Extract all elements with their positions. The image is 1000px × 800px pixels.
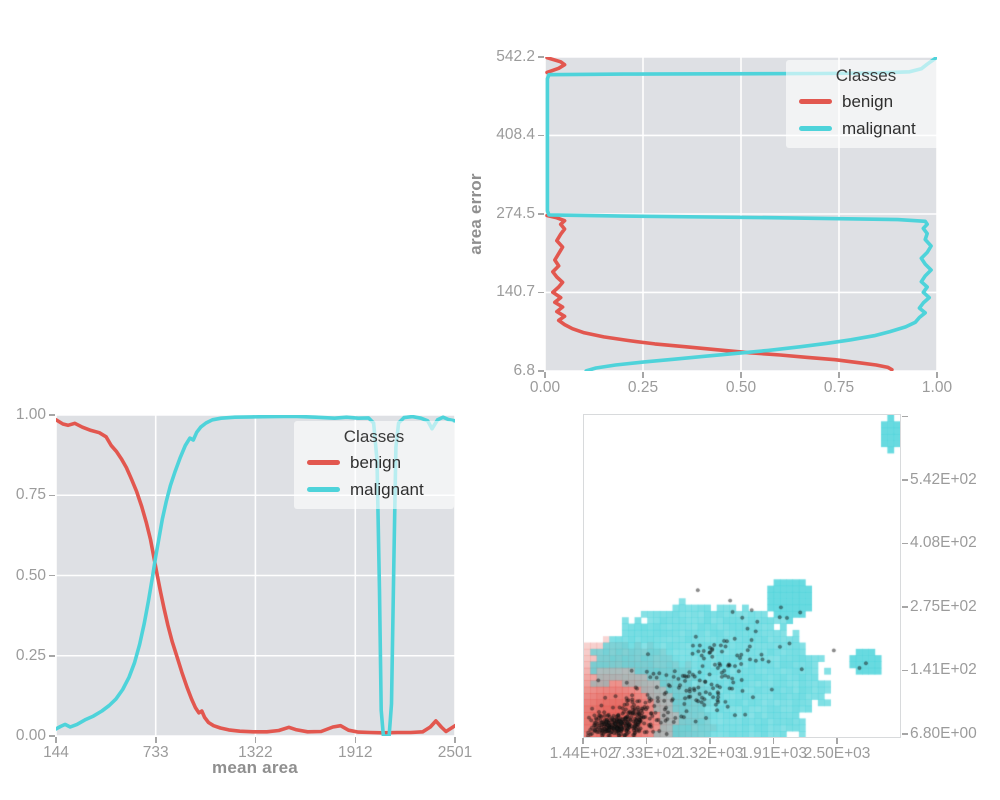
tick-mark bbox=[354, 737, 357, 743]
tick-mark bbox=[544, 372, 546, 378]
benign-line-swatch bbox=[307, 460, 340, 465]
tick-label: 408.4 bbox=[496, 126, 535, 144]
tick-label: 7.33E+02 bbox=[613, 745, 680, 762]
tick-mark bbox=[902, 669, 908, 672]
legend-item-benign: benign bbox=[786, 88, 946, 115]
tick-label: 0.25 bbox=[627, 379, 659, 396]
tick-label: 1.32E+03 bbox=[676, 745, 744, 762]
tick-mark bbox=[772, 738, 775, 744]
tick-label: 0.00 bbox=[529, 379, 561, 396]
tick-label: 140.7 bbox=[496, 283, 535, 301]
benign-curve bbox=[545, 213, 894, 371]
legend-title: Classes bbox=[835, 66, 897, 85]
tick-mark bbox=[49, 655, 55, 657]
tick-label: 1322 bbox=[238, 744, 273, 761]
tick-label: 0.75 bbox=[15, 486, 46, 504]
tick-label: 5.42E+02 bbox=[910, 470, 977, 488]
tick-label: 4.08E+02 bbox=[910, 534, 977, 552]
tick-label: 0.25 bbox=[15, 646, 46, 664]
tick-mark bbox=[902, 733, 908, 735]
tick-label: 2.50E+03 bbox=[803, 745, 871, 762]
tick-mark bbox=[838, 372, 840, 378]
tick-mark bbox=[902, 415, 908, 418]
tick-label: 1.00 bbox=[15, 406, 46, 423]
legend-classes: Classes benign malignant bbox=[786, 60, 946, 148]
tick-mark bbox=[155, 737, 157, 743]
benign-curve bbox=[545, 57, 567, 75]
tick-mark bbox=[538, 291, 544, 294]
tick-label: 1.41E+02 bbox=[910, 661, 977, 679]
legend-item-malignant: malignant bbox=[294, 476, 454, 503]
legend-label-malignant: malignant bbox=[350, 479, 424, 499]
tick-mark bbox=[49, 494, 55, 497]
tick-mark bbox=[254, 737, 257, 743]
tick-mark bbox=[740, 372, 742, 378]
tick-label: 0.50 bbox=[15, 566, 46, 584]
tick-mark bbox=[538, 134, 544, 137]
malignant-line-swatch bbox=[799, 126, 832, 131]
tick-mark bbox=[49, 414, 55, 416]
tick-label: 1.44E+02 bbox=[549, 745, 617, 762]
legend-label-benign: benign bbox=[350, 452, 402, 472]
tick-mark bbox=[582, 738, 584, 744]
legend-label-benign: benign bbox=[842, 91, 894, 111]
tick-mark bbox=[902, 542, 908, 545]
tick-mark bbox=[936, 372, 938, 378]
tick-label: 1912 bbox=[338, 744, 373, 761]
tick-label: 2.75E+02 bbox=[910, 597, 977, 615]
legend-label-malignant: malignant bbox=[842, 118, 916, 138]
tick-label: 6.80E+00 bbox=[910, 725, 977, 742]
tick-label: 733 bbox=[142, 744, 169, 761]
tick-label: 6.8 bbox=[513, 362, 535, 379]
tick-label: 0.50 bbox=[725, 379, 757, 396]
benign-curve bbox=[56, 418, 455, 735]
tick-mark bbox=[902, 606, 908, 608]
benign-line-swatch bbox=[799, 99, 832, 104]
tick-mark bbox=[836, 738, 838, 744]
tick-label: 274.5 bbox=[496, 205, 535, 222]
mean-area-axis-title: mean area bbox=[212, 758, 298, 777]
tick-mark bbox=[645, 738, 648, 744]
scatter-panel-frame bbox=[583, 414, 901, 738]
legend-item-malignant: malignant bbox=[786, 115, 946, 142]
tick-label: 2501 bbox=[437, 744, 473, 761]
tick-label: 1.00 bbox=[921, 379, 953, 396]
tick-mark bbox=[642, 372, 644, 378]
tick-mark bbox=[454, 737, 456, 743]
legend-item-benign: benign bbox=[294, 449, 454, 476]
tick-mark bbox=[538, 213, 544, 215]
legend-classes: Classes benign malignant bbox=[294, 421, 454, 509]
malignant-line-swatch bbox=[307, 487, 340, 492]
tick-mark bbox=[49, 735, 55, 737]
scatter-decision-canvas bbox=[584, 415, 900, 737]
malignant-curve bbox=[545, 57, 937, 371]
tick-label: 144 bbox=[43, 744, 69, 761]
legend-title: Classes bbox=[343, 427, 405, 446]
tick-label: 0.75 bbox=[823, 379, 855, 396]
tick-mark bbox=[709, 738, 711, 744]
tick-mark bbox=[538, 56, 544, 58]
tick-mark bbox=[55, 737, 57, 743]
tick-label: 1.91E+03 bbox=[740, 745, 807, 762]
tick-label: 542.2 bbox=[496, 48, 535, 65]
tick-mark bbox=[538, 370, 544, 372]
tick-mark bbox=[49, 574, 55, 577]
tick-mark bbox=[902, 479, 908, 481]
tick-label: 0.00 bbox=[15, 727, 46, 744]
